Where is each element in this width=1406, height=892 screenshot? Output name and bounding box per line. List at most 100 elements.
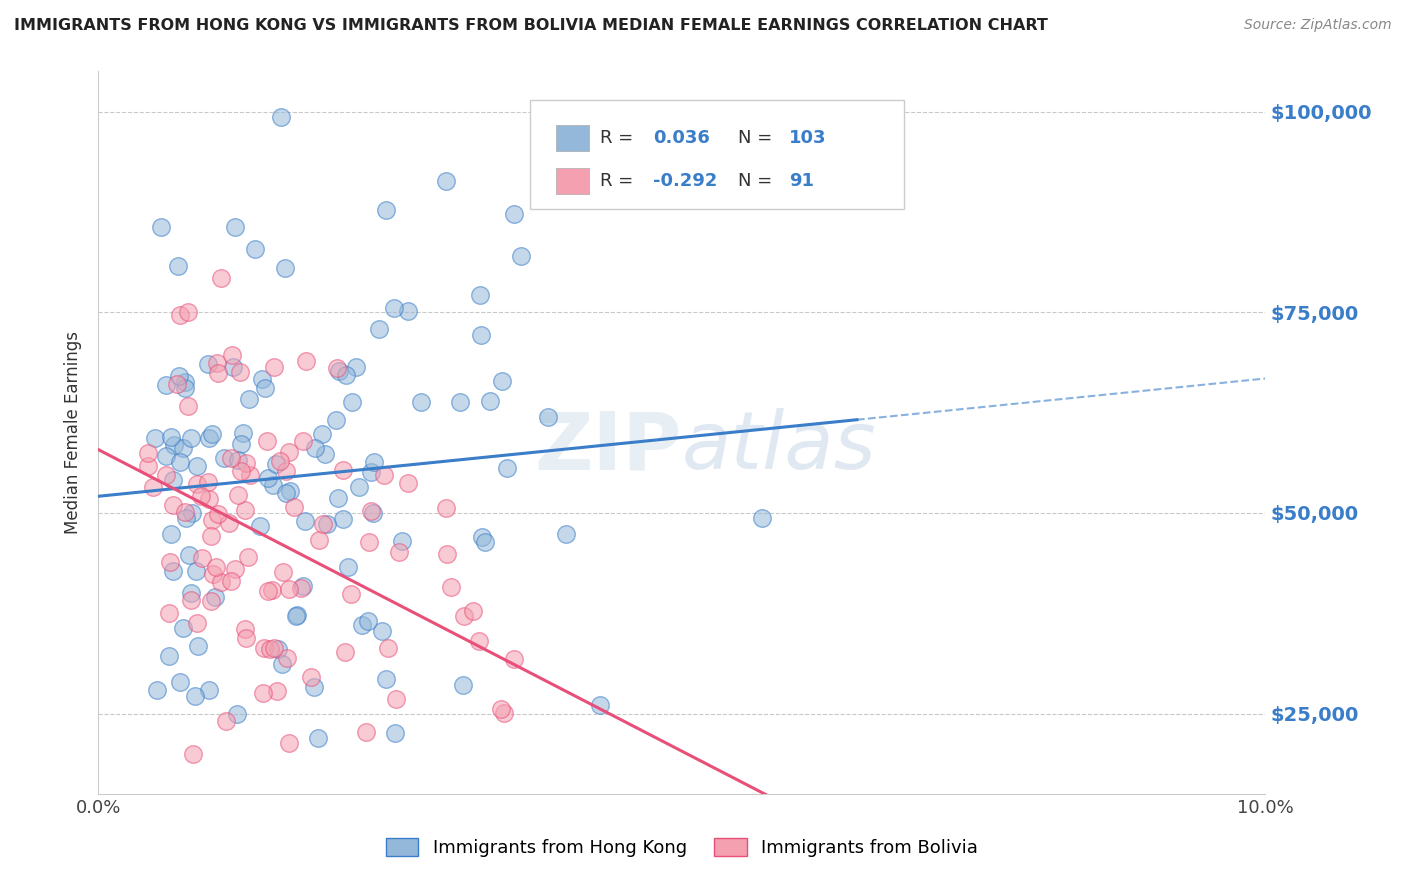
Point [172, 621, 194, 635]
Point [186, 615, 208, 630]
Point [470, 327, 492, 342]
Point [436, 547, 458, 561]
Point [274, 485, 297, 500]
Point [314, 447, 336, 461]
Point [285, 608, 308, 623]
Point [155, 378, 177, 392]
Point [361, 506, 384, 520]
Point [180, 432, 202, 446]
Point [471, 530, 494, 544]
Point [453, 609, 475, 624]
Point [229, 437, 252, 451]
Point [187, 640, 209, 654]
Point [440, 581, 463, 595]
Point [360, 465, 382, 479]
Point [163, 438, 186, 452]
Point [254, 381, 277, 395]
Point [465, 811, 488, 825]
Point [262, 582, 284, 597]
Text: 91: 91 [789, 172, 814, 190]
Point [226, 488, 249, 502]
Point [159, 555, 181, 569]
Point [502, 651, 524, 665]
Point [474, 535, 496, 549]
Point [215, 714, 238, 729]
Point [311, 426, 333, 441]
Point [229, 464, 252, 478]
Point [233, 502, 256, 516]
Text: R =: R = [600, 128, 634, 146]
Point [239, 468, 262, 483]
Point [191, 551, 214, 566]
Point [270, 657, 292, 672]
Point [391, 534, 413, 549]
Point [259, 641, 281, 656]
Point [224, 220, 246, 235]
Point [235, 631, 257, 645]
Text: atlas: atlas [682, 408, 877, 486]
Point [292, 434, 315, 448]
Point [238, 392, 260, 406]
Point [276, 464, 298, 478]
Point [589, 698, 612, 712]
Point [269, 454, 291, 468]
Point [157, 607, 180, 621]
Point [357, 535, 380, 549]
Point [388, 545, 411, 559]
Point [219, 574, 242, 588]
Point [142, 480, 165, 494]
Point [274, 261, 297, 276]
Point [278, 445, 301, 459]
Point [283, 500, 305, 514]
Point [160, 526, 183, 541]
Point [209, 575, 232, 590]
Point [468, 634, 491, 648]
Point [266, 684, 288, 698]
Point [436, 174, 458, 188]
Point [537, 410, 560, 425]
Point [273, 565, 295, 579]
Point [198, 492, 221, 507]
Point [299, 670, 322, 684]
Point [434, 501, 457, 516]
Point [357, 614, 380, 628]
Point [368, 322, 391, 336]
Point [177, 399, 200, 413]
Point [198, 431, 221, 445]
Point [478, 393, 501, 408]
Point [370, 624, 392, 638]
Point [166, 259, 188, 273]
Point [243, 242, 266, 256]
Point [307, 731, 329, 745]
Text: 103: 103 [789, 128, 827, 146]
Point [308, 533, 330, 548]
Point [333, 645, 356, 659]
Point [340, 587, 363, 601]
FancyBboxPatch shape [530, 100, 904, 209]
Point [201, 567, 224, 582]
Point [162, 498, 184, 512]
Point [219, 450, 242, 465]
Point [155, 468, 177, 483]
Point [235, 456, 257, 470]
Point [167, 369, 190, 384]
Point [266, 457, 288, 471]
Point [492, 706, 515, 721]
Point [256, 434, 278, 449]
Point [186, 477, 208, 491]
Text: -0.292: -0.292 [652, 172, 717, 190]
Text: IMMIGRANTS FROM HONG KONG VS IMMIGRANTS FROM BOLIVIA MEDIAN FEMALE EARNINGS CORR: IMMIGRANTS FROM HONG KONG VS IMMIGRANTS … [14, 18, 1047, 33]
Point [201, 513, 224, 527]
Point [184, 689, 207, 703]
Point [373, 468, 395, 483]
Text: R =: R = [600, 172, 634, 190]
Point [157, 649, 180, 664]
Point [335, 368, 357, 383]
Point [375, 672, 398, 686]
Point [253, 641, 276, 656]
Point [292, 579, 315, 593]
Point [186, 564, 208, 578]
Point [267, 641, 290, 656]
Point [509, 249, 531, 263]
Point [263, 640, 285, 655]
